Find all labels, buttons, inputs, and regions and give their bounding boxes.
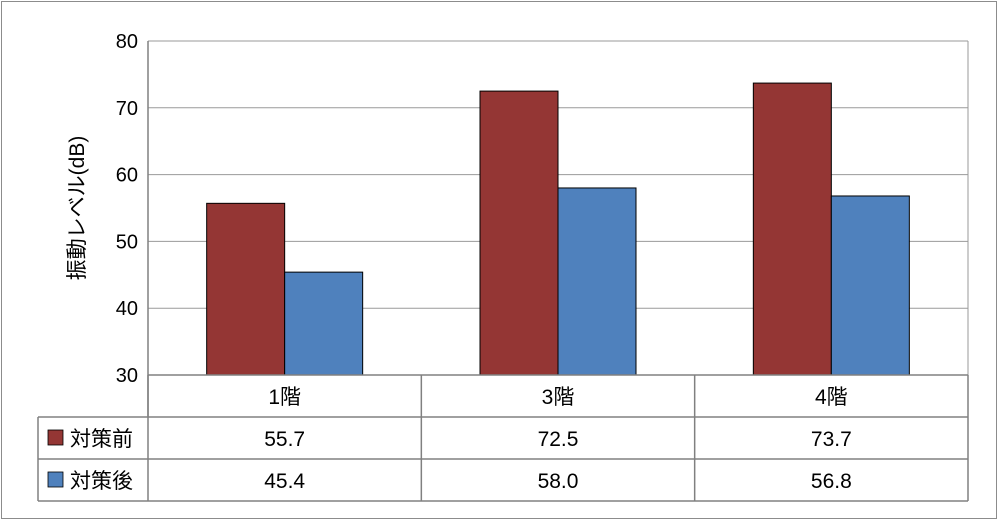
bar-after	[284, 271, 364, 376]
bar-after	[557, 187, 637, 376]
bar-after	[830, 195, 910, 376]
data-value-label: 56.8	[811, 470, 852, 493]
data-value-label: 72.5	[538, 428, 579, 451]
bar-before	[752, 82, 832, 376]
y-tick-labels: 30 40 50 60 70 80	[116, 31, 138, 387]
data-value-label: 58.0	[538, 470, 579, 493]
y-tick-label: 50	[116, 231, 138, 253]
y-tick-label: 80	[116, 31, 138, 53]
axes	[147, 41, 969, 417]
y-tick-label: 40	[116, 298, 138, 320]
category-label: 4階	[815, 386, 848, 409]
legend-label: 対策後	[70, 470, 133, 493]
bar-before	[479, 90, 559, 376]
data-value-label: 73.7	[811, 428, 852, 451]
y-axis-label: 振動レベル(dB)	[66, 136, 89, 281]
category-label: 3階	[542, 386, 575, 409]
legend-swatch	[47, 471, 64, 488]
data-value-label: 55.7	[264, 428, 305, 451]
legend-label: 対策前	[70, 428, 133, 451]
category-label: 1階	[268, 386, 301, 409]
y-tick-label: 30	[116, 365, 138, 387]
bars	[206, 82, 910, 376]
y-tick-label: 70	[116, 98, 138, 120]
legend-swatch	[47, 429, 64, 446]
bar-before	[206, 202, 286, 376]
y-tick-label: 60	[116, 165, 138, 187]
data-value-label: 45.4	[264, 470, 305, 493]
